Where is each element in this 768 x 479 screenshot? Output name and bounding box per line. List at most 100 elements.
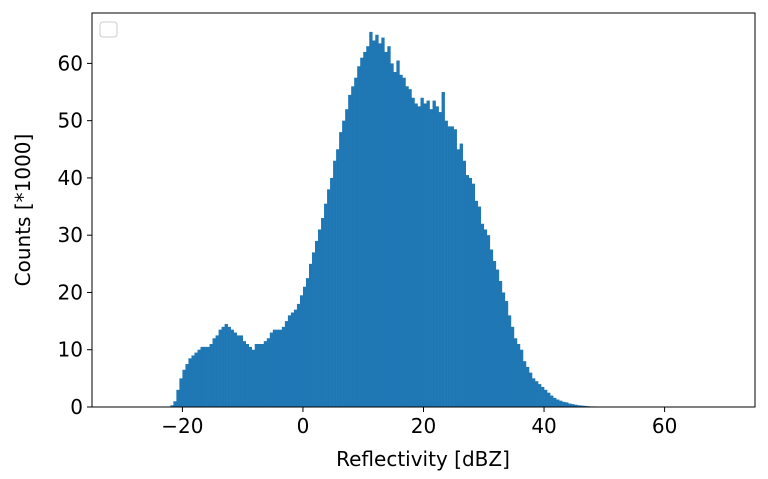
bar: [309, 264, 312, 407]
bar: [493, 261, 496, 407]
bar: [535, 381, 538, 407]
bar: [529, 373, 532, 407]
bar: [487, 235, 490, 407]
bar: [396, 61, 399, 407]
bar: [469, 178, 472, 407]
bar: [399, 75, 402, 407]
bar: [300, 295, 303, 407]
bar: [448, 126, 451, 407]
bar: [336, 149, 339, 407]
bar: [267, 338, 270, 407]
bar: [505, 301, 508, 407]
bar: [315, 241, 318, 407]
bar: [451, 126, 454, 407]
x-tick-label: 40: [531, 414, 556, 438]
bar: [303, 287, 306, 407]
bar: [372, 40, 375, 407]
bar: [234, 333, 237, 407]
bar: [390, 63, 393, 407]
y-tick-label: 30: [58, 223, 83, 247]
bar: [318, 229, 321, 407]
bar: [550, 396, 553, 407]
bar: [264, 341, 267, 407]
bar: [270, 333, 273, 407]
bar: [285, 321, 288, 407]
x-tick-label: −20: [161, 414, 203, 438]
bar: [439, 112, 442, 407]
bar: [240, 335, 243, 407]
bar: [179, 378, 182, 407]
bar: [185, 364, 188, 407]
bar: [197, 350, 200, 407]
x-tick-label: 20: [411, 414, 436, 438]
x-axis-label: Reflectivity [dBZ]: [336, 447, 510, 471]
bar: [366, 46, 369, 407]
bar: [559, 401, 562, 407]
bar: [294, 310, 297, 407]
bar: [228, 327, 231, 407]
bar: [207, 347, 210, 407]
bar: [436, 106, 439, 407]
bar: [424, 103, 427, 407]
bar: [541, 387, 544, 407]
bar: [288, 315, 291, 407]
bar: [237, 335, 240, 407]
bar: [357, 66, 360, 407]
bar: [375, 35, 378, 407]
bar: [496, 270, 499, 407]
bar: [333, 161, 336, 407]
bar: [194, 353, 197, 407]
bar: [414, 103, 417, 407]
bar: [466, 175, 469, 407]
bar: [204, 347, 207, 407]
bar: [222, 327, 225, 407]
bar: [188, 358, 191, 407]
bar: [420, 98, 423, 407]
bar: [381, 38, 384, 407]
bar: [553, 398, 556, 407]
bar: [378, 43, 381, 407]
bar: [508, 315, 511, 407]
bar: [369, 32, 372, 407]
bar: [384, 52, 387, 407]
bar: [393, 72, 396, 407]
bar: [213, 338, 216, 407]
bar: [499, 281, 502, 407]
bar: [252, 350, 255, 407]
legend-box: [100, 22, 117, 37]
bar: [433, 101, 436, 407]
bar: [191, 355, 194, 407]
bar: [297, 304, 300, 407]
bar: [475, 201, 478, 407]
bar: [445, 121, 448, 407]
bar: [526, 367, 529, 407]
bar: [345, 109, 348, 407]
bar: [330, 178, 333, 407]
bar: [342, 121, 345, 407]
bar: [547, 393, 550, 407]
bar: [321, 218, 324, 407]
bar: [405, 86, 408, 407]
bar: [261, 344, 264, 407]
bar: [478, 207, 481, 407]
plot-area: [170, 32, 604, 407]
bar: [402, 78, 405, 407]
bar: [327, 189, 330, 407]
y-tick-label: 40: [58, 166, 83, 190]
bar: [354, 78, 357, 407]
bar: [457, 149, 460, 407]
bar: [246, 344, 249, 407]
bar: [565, 402, 568, 407]
bar: [210, 344, 213, 407]
bar: [276, 330, 279, 407]
bar: [282, 327, 285, 407]
bar: [216, 335, 219, 407]
bar: [348, 95, 351, 407]
bar: [517, 344, 520, 407]
bar: [231, 330, 234, 407]
bar: [463, 161, 466, 407]
bar: [430, 109, 433, 407]
bar: [544, 390, 547, 407]
bar: [417, 106, 420, 407]
bar: [255, 344, 258, 407]
